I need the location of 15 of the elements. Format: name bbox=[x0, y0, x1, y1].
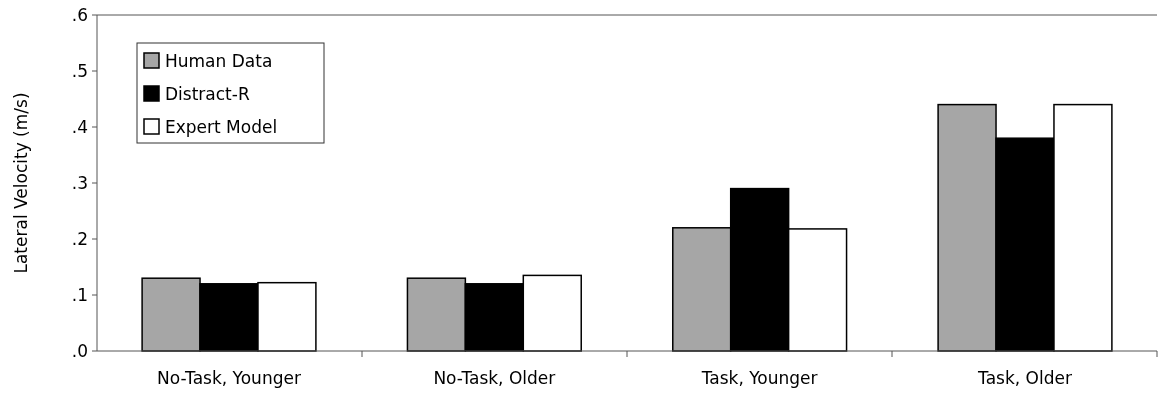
legend-label: Human Data bbox=[165, 50, 273, 71]
y-tick-label: .4 bbox=[71, 116, 88, 137]
y-tick-label: .2 bbox=[71, 228, 88, 249]
y-tick-label: .0 bbox=[71, 340, 88, 361]
y-tick-label: .1 bbox=[71, 284, 88, 305]
legend-label: Expert Model bbox=[165, 116, 278, 137]
x-tick-label: Task, Older bbox=[977, 368, 1072, 388]
y-tick-label: .5 bbox=[71, 60, 88, 81]
x-tick-label: No-Task, Older bbox=[433, 368, 556, 388]
y-tick-label: .3 bbox=[71, 172, 88, 193]
y-axis-title: Lateral Velocity (m/s) bbox=[11, 92, 31, 274]
y-tick-label: .6 bbox=[71, 4, 88, 25]
x-tick-label: No-Task, Younger bbox=[157, 368, 301, 388]
legend-label: Distract-R bbox=[165, 83, 250, 104]
x-tick-label: Task, Younger bbox=[700, 368, 818, 388]
